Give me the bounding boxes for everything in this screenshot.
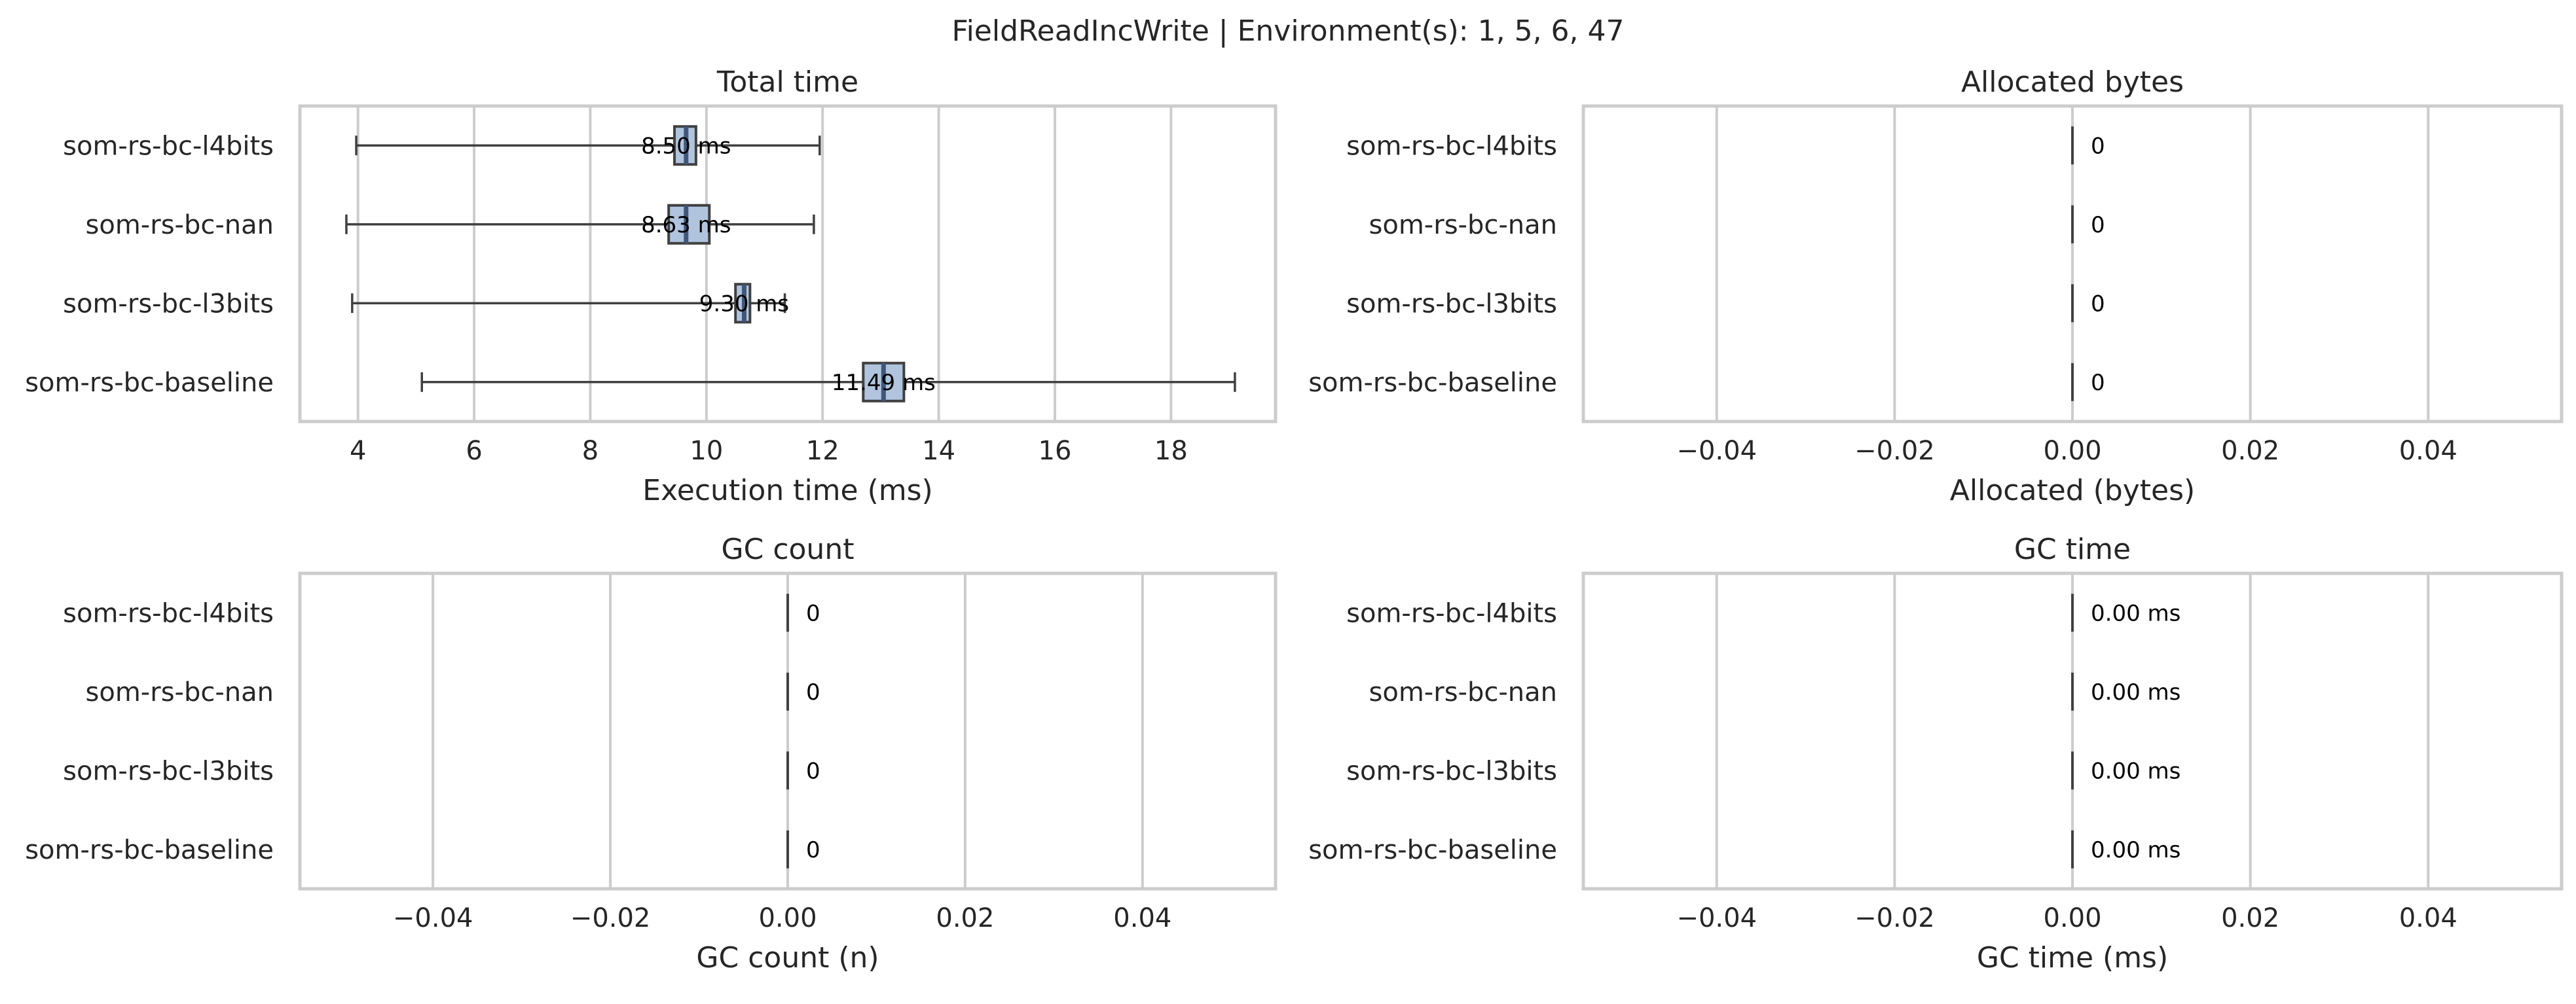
- x-tick-label: 0.04: [2399, 436, 2457, 466]
- y-tick-label: som-rs-bc-baseline: [25, 368, 274, 398]
- x-tick-label: 0.04: [1113, 903, 1171, 933]
- x-tick-label: 18: [1154, 436, 1188, 466]
- value-label: 0: [2091, 291, 2105, 317]
- value-label: 0.00 ms: [2091, 600, 2180, 626]
- value-label: 0: [2091, 370, 2105, 396]
- panel-title: Total time: [716, 65, 858, 99]
- y-tick-label: som-rs-bc-l3bits: [1346, 756, 1557, 786]
- y-tick-label: som-rs-bc-l3bits: [63, 756, 274, 786]
- value-label: 0: [806, 837, 820, 863]
- axes-frame: [1581, 571, 2564, 891]
- y-tick-label: som-rs-bc-nan: [1369, 677, 1557, 708]
- x-tick-label: 8: [582, 436, 598, 466]
- x-tick-label: −0.02: [1854, 903, 1935, 933]
- x-tick-label: 16: [1039, 436, 1072, 466]
- x-axis-label: GC count (n): [696, 941, 879, 975]
- value-label: 8.50 ms: [641, 133, 731, 159]
- y-tick-label: som-rs-bc-nan: [86, 677, 274, 708]
- y-tick-label: som-rs-bc-nan: [1369, 210, 1557, 240]
- value-label: 0.00 ms: [2091, 837, 2180, 863]
- y-tick-label: som-rs-bc-l4bits: [1346, 131, 1557, 161]
- value-label: 0: [2091, 133, 2105, 159]
- x-tick-label: 14: [922, 436, 955, 466]
- panel-title: GC time: [2014, 533, 2131, 566]
- value-label: 0: [806, 679, 820, 706]
- x-tick-label: 0.02: [936, 903, 994, 933]
- panel-total-time: 8.50 ms 8.63 ms 9.30 ms 11.49 ms som-rs-bc-l…: [25, 65, 1278, 507]
- value-label: 8.63 ms: [641, 212, 731, 238]
- y-tick-label: som-rs-bc-baseline: [1308, 368, 1557, 398]
- y-tick-label: som-rs-bc-l4bits: [63, 598, 274, 628]
- value-label: 0.00 ms: [2091, 758, 2180, 784]
- value-label: 11.49 ms: [832, 370, 936, 396]
- x-tick-label: −0.04: [1676, 436, 1757, 466]
- y-tick-label: som-rs-bc-l3bits: [63, 289, 274, 319]
- figure-suptitle: FieldReadIncWrite | Environment(s): 1, 5…: [951, 14, 1624, 48]
- value-label: 9.30 ms: [699, 291, 789, 317]
- x-tick-label: 0.02: [2221, 903, 2279, 933]
- x-tick-label: 0.00: [758, 903, 817, 933]
- box: [667, 204, 711, 245]
- y-tick-label: som-rs-bc-l4bits: [1346, 598, 1557, 628]
- y-tick-label: som-rs-bc-baseline: [1308, 835, 1557, 865]
- axes-frame: [298, 571, 1278, 891]
- panel-gc-time: 0.00 ms 0.00 ms 0.00 ms 0.00 ms som-rs-bc-l4…: [1308, 533, 2564, 975]
- value-label: 0: [806, 600, 820, 626]
- x-tick-label: −0.02: [1854, 436, 1935, 466]
- x-tick-label: 0.00: [2043, 903, 2101, 933]
- y-tick-label: som-rs-bc-l3bits: [1346, 289, 1557, 319]
- value-label: 0.00 ms: [2091, 679, 2180, 706]
- x-axis-label: Allocated (bytes): [1950, 474, 2195, 507]
- x-axis-label: GC time (ms): [1977, 941, 2168, 975]
- x-tick-label: −0.04: [1676, 903, 1757, 933]
- y-tick-label: som-rs-bc-l4bits: [63, 131, 274, 161]
- x-tick-label: 10: [690, 436, 723, 466]
- x-tick-label: 12: [806, 436, 839, 466]
- x-tick-label: −0.02: [570, 903, 651, 933]
- y-tick-label: som-rs-bc-baseline: [25, 835, 274, 865]
- panel-gc-count: 0 0 0 0 som-rs-bc-l4bits som-rs-bc-nan som-rs-…: [25, 533, 1278, 975]
- panel-allocated-bytes: 0 0 0 0 som-rs-bc-l4bits som-rs-bc-nan som-rs-…: [1308, 65, 2564, 507]
- panel-title: GC count: [722, 533, 855, 566]
- y-tick-label: som-rs-bc-nan: [86, 210, 274, 240]
- x-tick-label: 0.04: [2399, 903, 2457, 933]
- x-tick-label: 4: [350, 436, 366, 466]
- x-tick-label: 6: [466, 436, 482, 466]
- value-label: 0: [2091, 212, 2105, 238]
- axes-frame: [298, 104, 1278, 423]
- value-label: 0: [806, 758, 820, 784]
- x-tick-label: −0.04: [393, 903, 473, 933]
- panel-title: Allocated bytes: [1961, 65, 2184, 99]
- x-tick-label: 0.02: [2221, 436, 2279, 466]
- x-tick-label: 0.00: [2043, 436, 2101, 466]
- axes-frame: [1581, 104, 2564, 423]
- x-axis-label: Execution time (ms): [642, 474, 932, 507]
